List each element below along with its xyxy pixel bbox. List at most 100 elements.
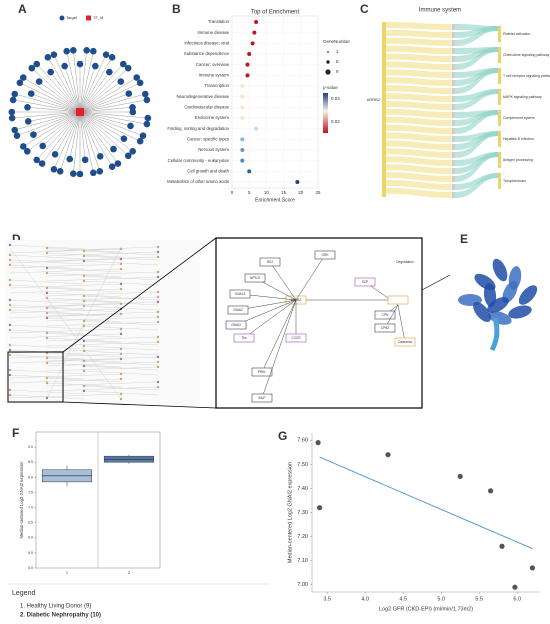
pathway-node bbox=[244, 273, 266, 283]
path-edge bbox=[46, 352, 122, 358]
legend-label: Target bbox=[66, 15, 78, 20]
zoom-line bbox=[421, 274, 451, 291]
edge bbox=[79, 99, 147, 113]
path-edge bbox=[46, 256, 159, 262]
y-tick-label: 5.5 bbox=[28, 551, 33, 555]
pathway-label: GRK bbox=[322, 253, 330, 257]
pathway-label: NPS-R bbox=[250, 276, 261, 280]
path-edge bbox=[46, 267, 122, 273]
node bbox=[96, 153, 104, 160]
source-node bbox=[382, 22, 386, 197]
helix bbox=[492, 258, 508, 282]
edge bbox=[64, 66, 81, 113]
node bbox=[44, 54, 52, 61]
y-tick-label: Cellular community - eukaryotes bbox=[168, 158, 229, 163]
edge bbox=[16, 111, 81, 136]
node bbox=[13, 132, 21, 140]
gene-node bbox=[452, 192, 455, 198]
edge bbox=[53, 54, 81, 113]
path-edge bbox=[46, 311, 159, 317]
edge bbox=[79, 54, 107, 113]
node bbox=[39, 142, 46, 150]
y-tick-label: 8.5 bbox=[28, 460, 33, 464]
y-tick-label: Transcription bbox=[204, 83, 229, 88]
hub bbox=[76, 108, 84, 116]
edge bbox=[79, 111, 100, 172]
legend-title: p-value bbox=[323, 85, 338, 90]
path-edge bbox=[9, 378, 122, 384]
ribbon bbox=[386, 156, 452, 166]
target-label: Chemokine signaling pathway bbox=[503, 53, 550, 57]
panel-label: B bbox=[172, 2, 181, 16]
helix bbox=[508, 305, 532, 319]
path-edge bbox=[83, 250, 159, 256]
x-tick-label: 5 bbox=[248, 190, 251, 195]
target-label: MAPK signaling pathway bbox=[503, 95, 542, 99]
x-tick-label: 25 bbox=[315, 190, 321, 195]
edge bbox=[79, 82, 141, 113]
target-node bbox=[498, 26, 501, 42]
dot bbox=[240, 148, 245, 152]
color-tick-label: 0.04 bbox=[331, 96, 340, 101]
pathway-node bbox=[233, 333, 255, 343]
node bbox=[110, 145, 117, 153]
gene-node bbox=[452, 40, 455, 46]
x-axis-label: Log2 GFR (CKD-EPI) (ml/min/1.73m2) bbox=[379, 606, 473, 612]
node bbox=[50, 51, 58, 59]
path-edge bbox=[46, 321, 159, 327]
gene-node bbox=[452, 56, 455, 62]
node bbox=[23, 148, 31, 155]
edge bbox=[31, 93, 81, 113]
ribbon bbox=[455, 173, 498, 198]
node bbox=[11, 126, 19, 134]
edge bbox=[79, 111, 144, 136]
node bbox=[106, 68, 113, 76]
x-tick-label: 4.5 bbox=[399, 596, 407, 602]
target-node bbox=[498, 173, 501, 189]
target-node bbox=[498, 47, 501, 63]
pathway-edge bbox=[261, 299, 297, 399]
gene-node bbox=[452, 120, 455, 126]
y-tick-label: 7.60 bbox=[297, 438, 308, 444]
ribbon bbox=[455, 47, 498, 70]
node bbox=[16, 79, 24, 87]
edge bbox=[42, 111, 81, 147]
node bbox=[56, 168, 64, 175]
y-tick-label: 7.40 bbox=[297, 486, 308, 492]
path-edge bbox=[9, 258, 122, 264]
gene-node bbox=[452, 104, 455, 110]
target-node bbox=[498, 68, 501, 84]
dot bbox=[240, 116, 245, 120]
pathway-edge bbox=[243, 299, 297, 339]
path-edge bbox=[46, 301, 159, 307]
pathway-node bbox=[374, 323, 396, 333]
node bbox=[70, 46, 77, 54]
panel-label: A bbox=[18, 2, 27, 16]
dot bbox=[252, 30, 257, 35]
panel-label: E bbox=[460, 232, 468, 246]
ribbon bbox=[386, 124, 452, 134]
edge bbox=[79, 111, 147, 125]
source-label: ARRB2 bbox=[367, 97, 381, 102]
target-node bbox=[498, 110, 501, 126]
node bbox=[61, 62, 68, 70]
pathway-label: INLP bbox=[258, 396, 265, 400]
pathway-node bbox=[374, 310, 396, 320]
path-edge bbox=[46, 291, 159, 297]
ribbon bbox=[386, 108, 452, 118]
path-edge bbox=[9, 373, 122, 379]
edge bbox=[79, 51, 94, 113]
edge bbox=[79, 72, 110, 113]
node bbox=[124, 152, 132, 160]
zoom-line bbox=[62, 237, 217, 353]
node bbox=[125, 90, 133, 97]
ribbon bbox=[386, 116, 452, 126]
path-edge bbox=[9, 308, 122, 314]
path-edge bbox=[46, 356, 159, 362]
path-edge bbox=[9, 324, 85, 330]
target-label: Complement system bbox=[503, 116, 535, 120]
node bbox=[30, 131, 37, 138]
path-edge bbox=[9, 344, 85, 350]
node bbox=[8, 108, 16, 116]
dot bbox=[247, 169, 252, 174]
